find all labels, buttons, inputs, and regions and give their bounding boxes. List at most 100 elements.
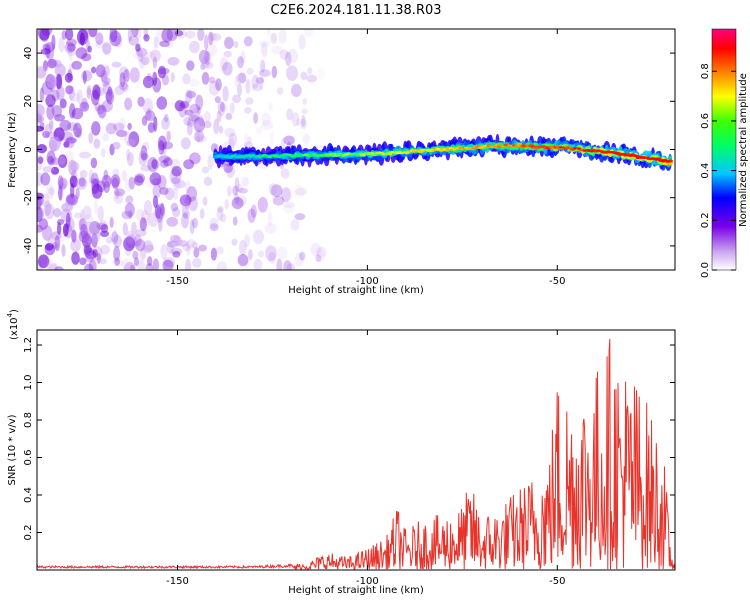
spectrogram-noise-blob — [223, 50, 232, 58]
spectrogram-noise-blob — [100, 148, 106, 158]
spectrogram-noise-blob — [247, 136, 252, 144]
spectrogram-noise-blob — [57, 175, 64, 190]
spectrogram-noise-blob — [134, 173, 146, 184]
spectrogram-noise-blob — [203, 120, 212, 129]
spectrogram-noise-blob — [65, 137, 77, 144]
spectrogram-noise-blob — [144, 244, 154, 252]
spectrogram-noise-blob — [190, 107, 201, 124]
spectrogram-noise-blob — [100, 244, 110, 255]
spectrogram-noise-blob — [238, 72, 247, 83]
spectrogram-noise-blob — [146, 175, 154, 189]
spectrogram-noise-blob — [186, 60, 195, 71]
spectrogram-noise-blob — [154, 204, 162, 219]
spectrogram-noise-blob — [224, 199, 229, 210]
spectrogram-noise-blob — [81, 97, 88, 110]
spectrogram-noise-blob — [40, 48, 51, 55]
spectrogram-noise-blob — [44, 123, 53, 136]
spectrogram-noise-blob — [57, 156, 66, 165]
spectrogram-noise-blob — [49, 139, 58, 153]
spectrogram-noise-blob — [246, 67, 254, 75]
spectrogram-noise-blob — [204, 34, 209, 51]
spectrogram-noise-blob — [37, 144, 47, 154]
spectrogram-noise-blob — [232, 216, 238, 226]
x-tick-label: -100 — [356, 276, 379, 287]
spectrogram-noise-blob — [105, 236, 114, 244]
spectrogram-noise-blob — [161, 74, 170, 86]
spectrogram-noise-blob — [160, 202, 165, 216]
spectrogram-noise-blob — [147, 212, 159, 227]
spectrogram-noise-blob — [84, 263, 94, 270]
spectrogram-noise-blob — [116, 130, 128, 137]
spectrogram-noise-blob — [48, 136, 61, 152]
spectrogram-noise-blob — [126, 139, 136, 147]
spectrogram-noise-blob — [103, 77, 111, 85]
spectrogram-noise-blob — [37, 65, 47, 79]
spectrogram-noise-blob — [224, 127, 236, 138]
spectrogram-noise-blob — [98, 67, 105, 74]
spectrogram-noise-blob — [137, 259, 146, 270]
spectrogram-noise-blob — [282, 204, 295, 214]
spectrogram-noise-blob — [259, 75, 264, 91]
spectrogram-noise-blob — [228, 132, 238, 147]
spectrogram-noise-blob — [149, 172, 162, 186]
spectrogram-band-cell — [568, 146, 574, 149]
spectrogram-noise-blob — [130, 264, 135, 270]
figure-title: C2E6.2024.181.11.38.R03 — [270, 3, 441, 18]
spectrogram-noise-blob — [137, 96, 145, 107]
spectrogram-noise-blob — [47, 155, 54, 164]
spectrogram-noise-blob — [112, 122, 125, 132]
spectrogram-noise-blob — [232, 94, 242, 104]
spectrogram-noise-blob — [238, 187, 248, 194]
spectrogram-noise-blob — [79, 32, 85, 46]
spectrogram-noise-blob — [244, 234, 250, 248]
spectrogram-noise-blob — [294, 252, 304, 267]
spectrogram-noise-blob — [143, 34, 150, 42]
spectrogram-noise-blob — [182, 243, 191, 252]
spectrogram-noise-blob — [91, 233, 98, 248]
spectrogram-noise-blob — [79, 101, 90, 112]
spectrogram-noise-blob — [178, 102, 187, 118]
spectrogram-noise-blob — [180, 137, 191, 150]
spectrogram-noise-blob — [89, 221, 101, 235]
spectrogram-noise-blob — [231, 197, 244, 210]
spectrogram-noise-blob — [62, 223, 69, 237]
spectrogram-noise-blob — [236, 183, 243, 193]
spectrogram-noise-blob — [53, 114, 66, 122]
spectrogram-noise-blob — [114, 35, 123, 48]
spectrogram-noise-blob — [193, 247, 200, 258]
spectrogram-noise-blob — [293, 185, 305, 198]
spectrogram-noise-blob — [152, 77, 162, 93]
spectrogram-noise-blob — [79, 257, 87, 266]
spectrogram-noise-blob — [199, 208, 205, 220]
spectrogram-noise-blob — [124, 130, 131, 147]
spectrogram-noise-blob — [306, 74, 318, 83]
spectrogram-noise-blob — [255, 126, 263, 135]
x-tick-label: -100 — [356, 576, 379, 587]
spectrogram-noise-blob — [91, 183, 103, 199]
spectrogram-noise-blob — [234, 192, 240, 205]
spectrogram-noise-blob — [244, 107, 252, 114]
spectrogram-noise-blob — [193, 117, 206, 133]
spectrogram-noise-blob — [203, 110, 211, 122]
spectrogram-noise-blob — [71, 251, 80, 265]
spectrogram-noise-blob — [73, 212, 83, 219]
spectrogram-noise-blob — [241, 259, 251, 268]
spectrogram-noise-blob — [276, 87, 284, 95]
spectrogram-noise-blob — [301, 108, 308, 115]
spectrogram-noise-blob — [37, 156, 44, 164]
spectrogram-noise-blob — [255, 77, 265, 84]
spectrogram-noise-blob — [220, 213, 227, 223]
spectrogram-noise-blob — [236, 195, 247, 207]
spectrogram-noise-blob — [88, 259, 97, 270]
spectrogram-noise-blob — [169, 158, 181, 170]
spectrogram-noise-blob — [118, 129, 127, 142]
snr-multiplier-exp: 4 — [6, 312, 14, 317]
spectrogram-noise-blob — [38, 29, 50, 41]
snr-y-label: SNR (10 * v/v) — [7, 414, 18, 485]
spectrogram-noise-blob — [100, 258, 107, 265]
spectrogram-noise-blob — [270, 184, 283, 198]
snr-y-ticks: 0.2 0.4 0.6 0.8 1.0 1.2 — [23, 337, 675, 540]
spectrogram-noise-blob — [144, 110, 156, 122]
spectrogram-noise-blob — [145, 263, 154, 270]
snr-frame — [36, 329, 676, 571]
